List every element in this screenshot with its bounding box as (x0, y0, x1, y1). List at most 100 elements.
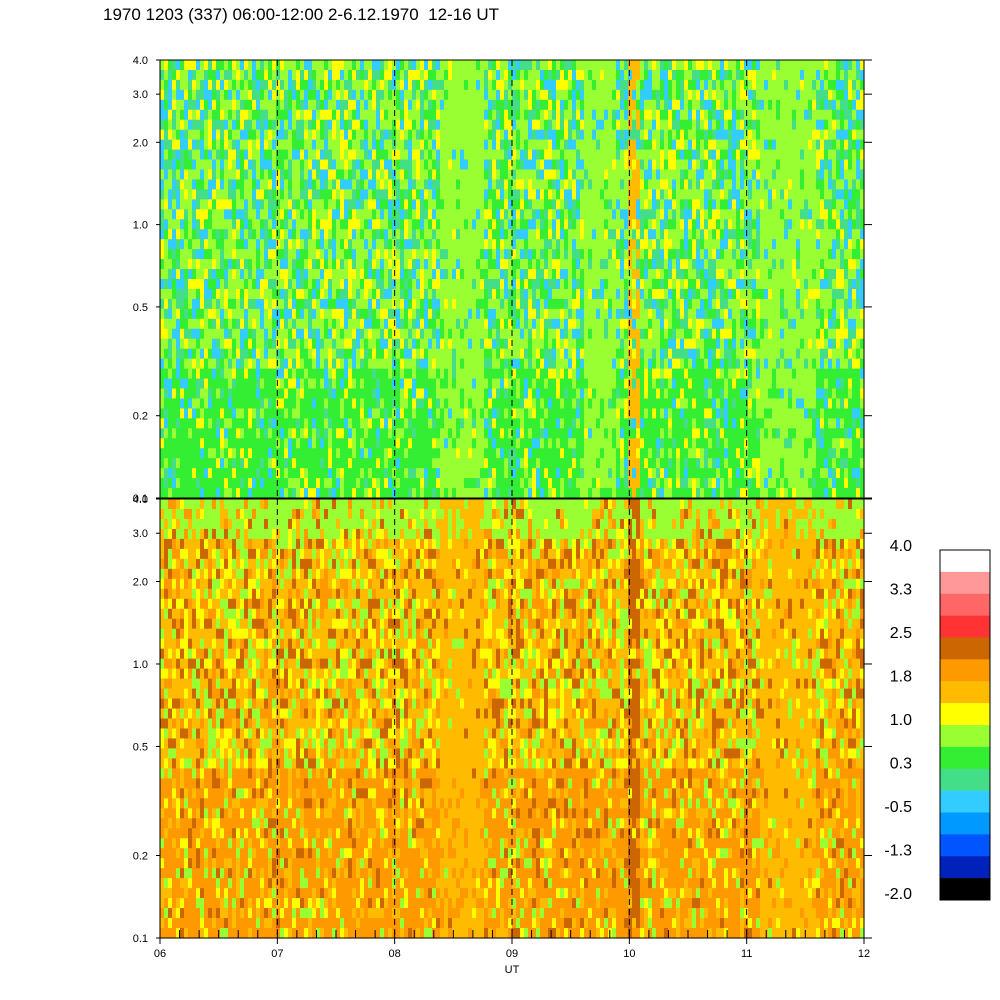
heatmap-cell (240, 279, 245, 290)
heatmap-cell (308, 438, 313, 449)
heatmap-cell (352, 428, 357, 439)
heatmap-cell (280, 119, 285, 131)
heatmap-cell (600, 139, 605, 151)
heatmap-cell (528, 139, 533, 151)
heatmap-cell (588, 378, 593, 390)
heatmap-cell (556, 189, 561, 200)
heatmap-cell (416, 308, 421, 320)
heatmap-cell (588, 99, 593, 111)
heatmap-cell (264, 458, 269, 469)
heatmap-cell (308, 398, 313, 409)
heatmap-cell (584, 199, 589, 210)
heatmap-cell (552, 488, 557, 499)
heatmap-cell (560, 348, 565, 360)
heatmap-cell (364, 269, 369, 280)
heatmap-cell (284, 209, 289, 220)
heatmap-cell (416, 378, 421, 390)
heatmap-cell (480, 388, 485, 400)
heatmap-cell (328, 169, 333, 181)
heatmap-cell (164, 408, 169, 419)
heatmap-cell (304, 69, 309, 81)
heatmap-cell (492, 119, 497, 131)
heatmap-cell (464, 388, 469, 400)
heatmap-cell (508, 448, 513, 459)
heatmap-cell (248, 219, 253, 230)
heatmap-cell (260, 318, 265, 330)
heatmap-cell (360, 388, 365, 400)
heatmap-cell (436, 438, 441, 449)
heatmap-cell (436, 99, 441, 111)
heatmap-cell (372, 358, 377, 370)
heatmap-cell (308, 99, 313, 111)
heatmap-cell (592, 458, 597, 469)
heatmap-cell (160, 79, 165, 91)
heatmap-cell (560, 488, 565, 499)
heatmap-cell (196, 89, 201, 101)
heatmap-cell (460, 438, 465, 449)
heatmap-cell (356, 418, 361, 429)
heatmap-cell (260, 368, 265, 380)
heatmap-cell (352, 209, 357, 220)
heatmap-cell (344, 488, 349, 499)
heatmap-cell (184, 488, 189, 499)
heatmap-cell (420, 318, 425, 330)
heatmap-cell (388, 60, 393, 71)
heatmap-cell (596, 219, 601, 230)
heatmap-cell (300, 169, 305, 181)
heatmap-cell (432, 219, 437, 230)
heatmap-cell (240, 249, 245, 260)
heatmap-cell (444, 308, 449, 320)
heatmap-cell (176, 169, 181, 181)
heatmap-cell (272, 338, 277, 350)
heatmap-cell (508, 139, 513, 151)
heatmap-cell (500, 279, 505, 290)
heatmap-cell (188, 129, 193, 141)
heatmap-cell (228, 269, 233, 280)
heatmap-cell (384, 468, 389, 479)
heatmap-cell (576, 179, 581, 190)
heatmap-cell (576, 129, 581, 141)
heatmap-cell (328, 119, 333, 131)
heatmap-cell (244, 159, 249, 171)
heatmap-cell (372, 169, 377, 181)
heatmap-cell (452, 89, 457, 101)
heatmap-cell (284, 418, 289, 429)
heatmap-cell (588, 159, 593, 171)
heatmap-cell (340, 239, 345, 250)
heatmap-cell (476, 60, 481, 71)
heatmap-cell (560, 428, 565, 439)
heatmap-cell (432, 408, 437, 419)
heatmap-cell (212, 229, 217, 240)
heatmap-cell (304, 169, 309, 181)
heatmap-cell (588, 438, 593, 449)
heatmap-cell (432, 478, 437, 489)
heatmap-cell (196, 199, 201, 210)
heatmap-cell (228, 199, 233, 210)
heatmap-cell (348, 388, 353, 400)
heatmap-cell (548, 338, 553, 350)
heatmap-cell (296, 328, 301, 340)
heatmap-cell (492, 239, 497, 250)
heatmap-cell (348, 129, 353, 141)
heatmap-cell (520, 378, 525, 390)
heatmap-cell (436, 229, 441, 240)
heatmap-cell (360, 199, 365, 210)
heatmap-cell (300, 488, 305, 499)
heatmap-cell (416, 279, 421, 290)
heatmap-cell (324, 79, 329, 91)
heatmap-cell (592, 60, 597, 71)
heatmap-cell (188, 388, 193, 400)
heatmap-cell (452, 79, 457, 91)
heatmap-cell (320, 328, 325, 340)
heatmap-cell (376, 368, 381, 380)
heatmap-cell (492, 368, 497, 380)
heatmap-cell (276, 99, 281, 111)
heatmap-cell (500, 249, 505, 260)
heatmap-cell (220, 219, 225, 230)
heatmap-cell (576, 229, 581, 240)
heatmap-cell (468, 139, 473, 151)
heatmap-cell (360, 79, 365, 91)
heatmap-cell (592, 488, 597, 499)
heatmap-cell (484, 288, 489, 300)
heatmap-cell (180, 199, 185, 210)
